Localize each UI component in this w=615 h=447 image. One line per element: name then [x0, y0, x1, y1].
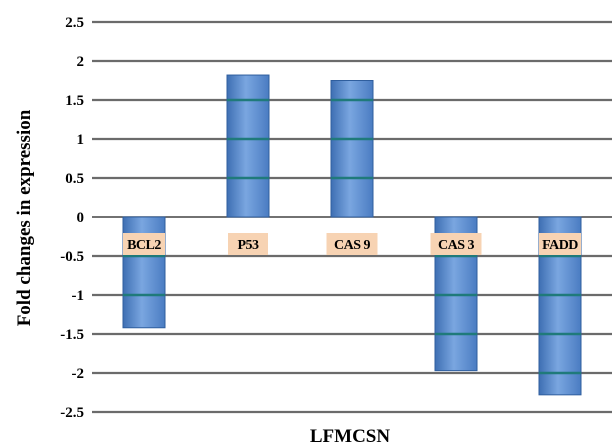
category-label: CAS 9 — [334, 238, 371, 253]
y-tick-label: -2 — [72, 366, 85, 382]
y-tick-label: 0 — [77, 210, 85, 226]
bar-p53 — [226, 74, 270, 218]
category-label: FADD — [542, 238, 578, 253]
y-tick-label: 2 — [77, 54, 85, 70]
category-labels: BCL2 P53 CAS 9 CAS 3 FADD — [123, 233, 581, 255]
y-tick-label: 2.5 — [65, 15, 84, 31]
y-tick-label: -1.5 — [60, 327, 84, 343]
category-label-bg — [430, 233, 482, 255]
y-tick-label: -2.5 — [60, 405, 84, 421]
y-tick-labels: 2.5 2 1.5 1 0.5 0 -0.5 -1 -1.5 -2 -2.5 — [60, 15, 84, 421]
category-label-bg — [539, 233, 581, 255]
category-label: P53 — [237, 238, 259, 253]
bar — [330, 80, 374, 218]
category-label: CAS 3 — [438, 238, 475, 253]
bar — [226, 74, 270, 218]
x-axis-title: LFMCSN — [310, 426, 391, 447]
y-axis-title: Fold changes in expression — [14, 109, 35, 326]
category-label-bg — [123, 233, 165, 255]
category-label-bg — [228, 233, 268, 255]
y-tick-label: -1 — [72, 288, 85, 304]
category-label: BCL2 — [127, 238, 161, 253]
y-tick-label: 0.5 — [65, 171, 84, 187]
bar-cas9 — [330, 80, 374, 218]
y-tick-label: 1 — [77, 132, 85, 148]
y-tick-label: 1.5 — [65, 93, 84, 109]
y-tick-label: -0.5 — [60, 249, 84, 265]
category-label-bg — [326, 233, 378, 255]
